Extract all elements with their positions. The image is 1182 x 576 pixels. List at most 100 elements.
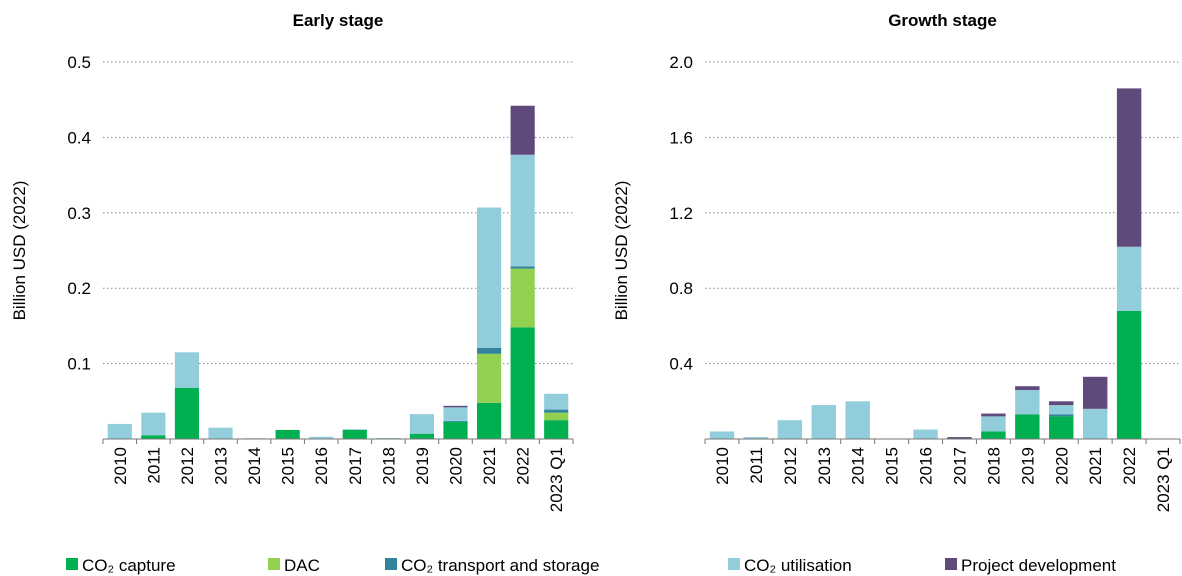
bar-segment [981, 431, 1006, 439]
bar-segment [1082, 408, 1108, 439]
x-tick-label: 2020 [1052, 447, 1071, 485]
x-tick-label: 2011 [144, 447, 163, 484]
legend-label: DAC [284, 556, 320, 575]
y-tick-label: 0.3 [67, 204, 91, 223]
bar-segment [1116, 246, 1142, 311]
bar-segment [1116, 88, 1142, 247]
bar-segment [443, 405, 468, 408]
legend-label: CO₂ transport and storage [401, 556, 599, 575]
y-tick-label: 0.8 [669, 279, 693, 298]
x-tick-label: 2015 [883, 447, 902, 485]
x-tick-label: 2017 [950, 447, 969, 485]
bar-segment [1049, 401, 1074, 406]
bar-segment [544, 412, 569, 421]
bar-segment [544, 420, 569, 439]
bar-segment [1049, 414, 1074, 417]
legend-label: Project development [961, 556, 1116, 575]
y-tick-label: 0.1 [67, 355, 91, 374]
chart-title: Growth stage [888, 11, 997, 30]
bar-segment [409, 414, 435, 434]
bar-segment [1049, 405, 1074, 415]
legend-swatch [66, 558, 78, 570]
bar-segment [544, 409, 569, 413]
bar-segment [342, 429, 367, 439]
bar-segment [476, 402, 502, 439]
x-tick-label: 2018 [379, 447, 398, 485]
x-tick-label: 2023 Q1 [1154, 447, 1173, 512]
bar-segment [476, 347, 502, 354]
bar-segment [845, 401, 870, 439]
bar-segment [913, 429, 938, 439]
bar-segment [141, 435, 166, 439]
bar-segment [1015, 414, 1040, 439]
y-axis-label: Billion USD (2022) [612, 181, 631, 321]
x-tick-label: 2018 [984, 447, 1003, 485]
bar-segment [409, 433, 435, 439]
bar-segment [510, 105, 535, 155]
bar-segment [510, 154, 535, 267]
bar-segment [1015, 386, 1040, 390]
legend-swatch [728, 558, 740, 570]
y-tick-label: 0.2 [67, 279, 91, 298]
x-tick-label: 2010 [713, 447, 732, 485]
x-tick-label: 2013 [815, 447, 834, 485]
bar-segment [1049, 416, 1074, 439]
x-tick-label: 2011 [747, 447, 766, 484]
legend-swatch [945, 558, 957, 570]
x-tick-label: 2010 [111, 447, 130, 485]
bar-segment [309, 436, 334, 439]
bar-segment [510, 266, 535, 269]
x-tick-label: 2022 [1120, 447, 1139, 485]
bar-segment [947, 437, 972, 439]
bar-segment [1116, 310, 1142, 439]
bar-segment [174, 352, 200, 388]
x-tick-label: 2020 [447, 447, 466, 485]
bar-segment [342, 429, 367, 430]
x-tick-label: 2019 [1018, 447, 1037, 485]
x-tick-label: 2015 [279, 447, 298, 485]
bar-segment [981, 416, 1006, 432]
bar-segment [208, 427, 233, 439]
legend-label: CO₂ utilisation [744, 556, 852, 575]
x-tick-label: 2022 [514, 447, 533, 485]
y-axis-label: Billion USD (2022) [10, 181, 29, 321]
bar-segment [544, 393, 569, 410]
bar-segment [1082, 376, 1108, 409]
bar-segment [443, 407, 468, 421]
x-tick-label: 2012 [178, 447, 197, 485]
bar-segment [1015, 389, 1040, 415]
bar-segment [443, 421, 468, 439]
x-tick-label: 2017 [346, 447, 365, 485]
bar-segment [811, 405, 836, 439]
bar-segment [743, 437, 769, 439]
bar-segment [107, 423, 132, 439]
x-tick-label: 2014 [849, 447, 868, 485]
x-tick-label: 2012 [781, 447, 800, 485]
y-tick-label: 0.5 [67, 53, 91, 72]
chart-title: Early stage [293, 11, 384, 30]
bar-segment [476, 207, 502, 348]
x-tick-label: 2016 [312, 447, 331, 485]
bar-segment [709, 431, 735, 439]
bar-segment [275, 429, 300, 439]
bar-segment [174, 387, 200, 439]
x-tick-label: 2013 [212, 447, 231, 485]
x-tick-label: 2023 Q1 [547, 447, 566, 512]
y-tick-label: 0.4 [67, 128, 91, 147]
x-tick-label: 2016 [917, 447, 936, 485]
bar-segment [443, 420, 468, 422]
x-tick-label: 2021 [1086, 447, 1105, 485]
y-tick-label: 1.2 [669, 204, 693, 223]
bar-segment [777, 420, 803, 439]
legend-swatch [385, 558, 397, 570]
y-tick-label: 1.6 [669, 128, 693, 147]
bar-segment [476, 353, 502, 403]
bar-segment [981, 413, 1006, 417]
legend-swatch [268, 558, 280, 570]
x-tick-label: 2021 [480, 447, 499, 485]
x-tick-label: 2014 [245, 447, 264, 485]
y-tick-label: 0.4 [669, 355, 693, 374]
x-tick-label: 2019 [413, 447, 432, 485]
y-tick-label: 2.0 [669, 53, 693, 72]
